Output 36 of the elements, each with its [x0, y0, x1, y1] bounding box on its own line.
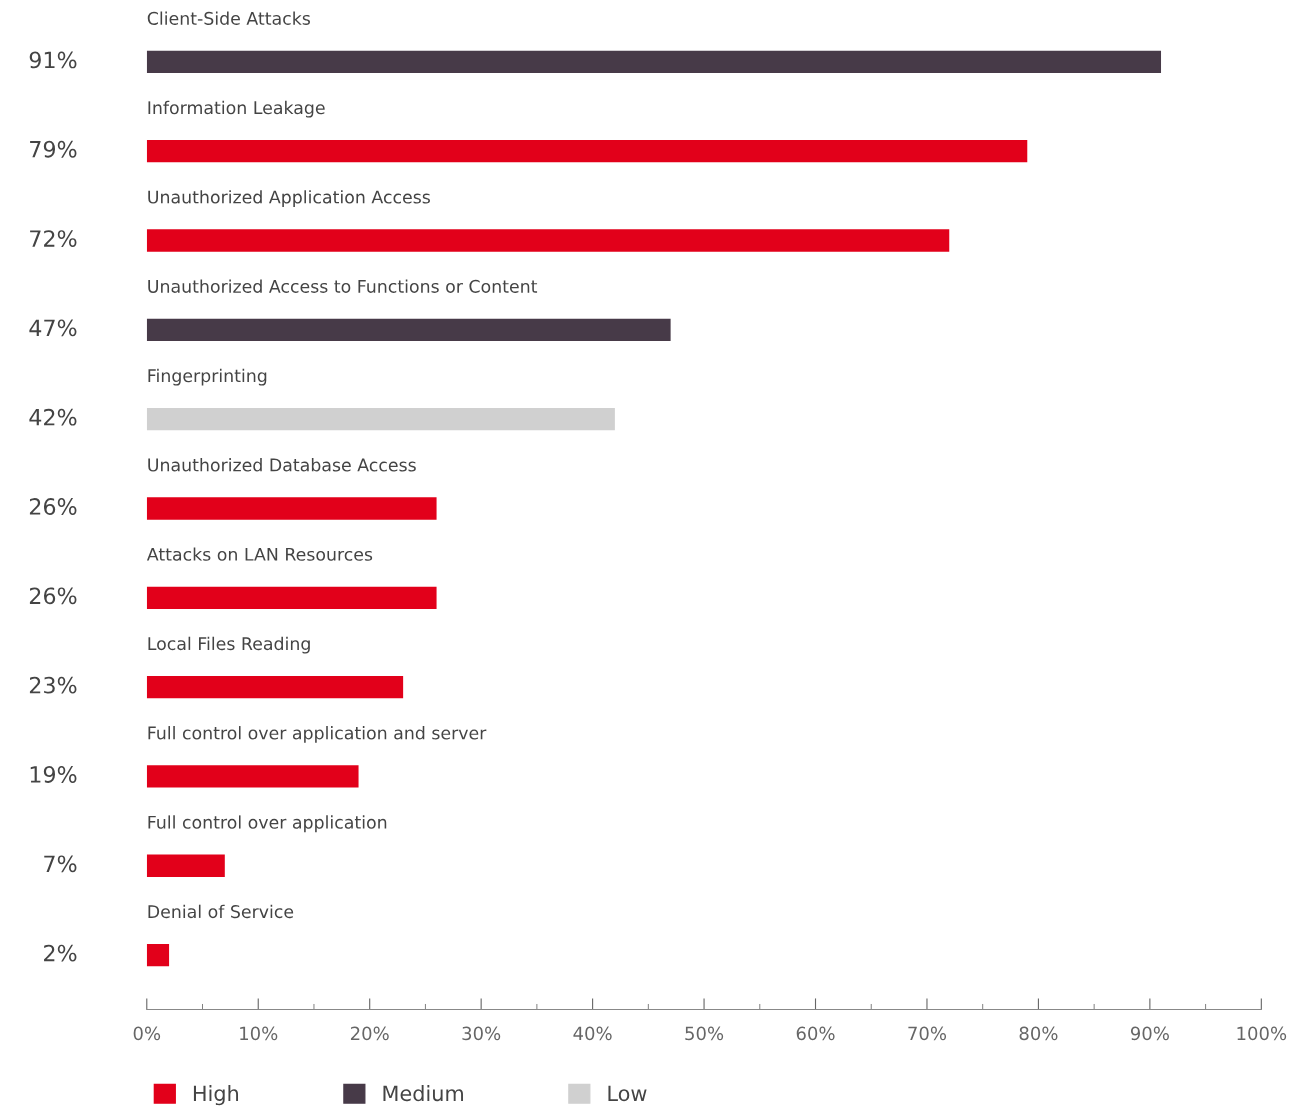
data-label: 26%: [29, 587, 77, 605]
x-tick-label: 80%: [1019, 1026, 1058, 1041]
x-tick-label: 50%: [685, 1026, 724, 1041]
legend-label: Medium: [383, 1085, 463, 1102]
y-tick-label: Fingerprinting: [148, 368, 267, 386]
data-label: 42%: [29, 408, 77, 426]
data-label: 23%: [29, 676, 77, 694]
data-label: 79%: [30, 140, 77, 158]
data-label: 2%: [44, 944, 77, 962]
data-label: 91%: [29, 51, 77, 69]
y-tick-label: Attacks on LAN Resources: [146, 547, 373, 561]
y-tick-label: Full control over application: [148, 815, 387, 833]
x-tick-label: 10%: [240, 1026, 278, 1041]
x-tick-label: 70%: [908, 1026, 947, 1041]
data-label: 7%: [44, 855, 77, 873]
y-tick-label: Local Files Reading: [148, 636, 310, 654]
x-tick-label: 60%: [796, 1026, 835, 1041]
legend-label: Low: [608, 1085, 647, 1102]
x-tick-label: 0%: [133, 1026, 161, 1041]
x-tick-label: 30%: [462, 1026, 501, 1041]
data-label: 47%: [29, 319, 77, 337]
data-label: 26%: [29, 498, 77, 515]
y-tick-label: Denial of Service: [148, 904, 294, 919]
legend-label: High: [193, 1085, 239, 1106]
x-tick-label: 100%: [1237, 1026, 1287, 1041]
x-tick-label: 90%: [1130, 1026, 1169, 1041]
data-label: 72%: [30, 230, 77, 247]
y-tick-label: Information Leakage: [148, 100, 325, 118]
y-tick-label: Unauthorized Application Access: [148, 190, 430, 207]
x-tick-label: 20%: [350, 1026, 389, 1041]
y-tick-label: Unauthorized Database Access: [148, 458, 416, 472]
y-tick-label: Full control over application and server: [148, 726, 487, 743]
y-tick-label: Unauthorized Access to Functions or Content: [148, 279, 538, 293]
x-tick-label: 40%: [573, 1026, 612, 1041]
data-label: 19%: [30, 766, 77, 783]
y-tick-label: Client-Side Attacks: [147, 11, 310, 25]
